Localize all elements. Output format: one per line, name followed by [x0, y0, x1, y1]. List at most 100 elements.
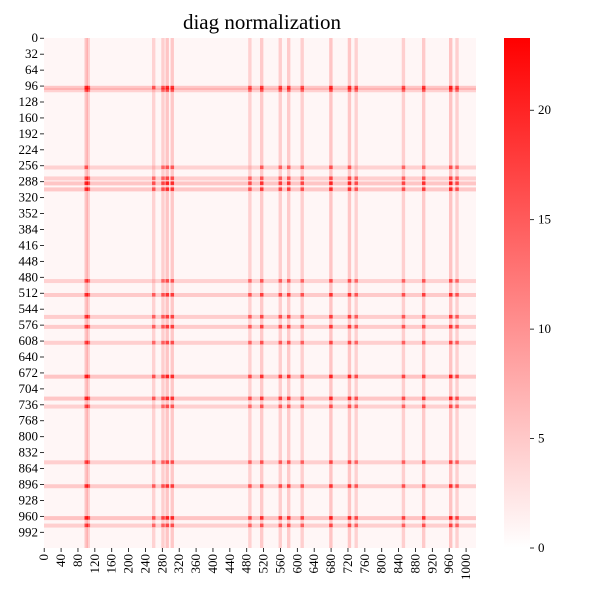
- heatmap-cell-0-5: [170, 85, 175, 90]
- heatmap-cell-11-16: [449, 374, 453, 379]
- heatmap-cell-10-0: [84, 340, 88, 345]
- heatmap-cell-13-16: [449, 404, 453, 409]
- heatmap-cell-3-12: [347, 181, 352, 185]
- heatmap-cell-16-16: [449, 516, 453, 520]
- heatmap-cell-6-14: [401, 279, 406, 283]
- x-tick-label: 640: [306, 554, 321, 574]
- heatmap-cell-10-17: [455, 340, 459, 345]
- x-tick-label: 240: [137, 554, 152, 574]
- heatmap-cell-7-16: [449, 293, 453, 297]
- heatmap-cell-10-8: [278, 340, 283, 345]
- heatmap-cell-10-9: [287, 340, 291, 345]
- heatmap-cell-0-10: [300, 85, 304, 90]
- heatmap-cell-13-1: [86, 404, 91, 409]
- heatmap-cell-3-9: [287, 181, 291, 185]
- heatmap-cell-11-6: [248, 374, 252, 379]
- heatmap-cell-14-17: [455, 460, 459, 464]
- heatmap-cell-0-4: [161, 85, 165, 90]
- x-tick-label: 520: [256, 554, 271, 574]
- heatmap-cell-4-6: [248, 176, 252, 180]
- heatmap-cell-9-5: [170, 324, 175, 329]
- heatmap-cell-7-14: [401, 293, 406, 297]
- heatmap-cell-5-1: [86, 187, 91, 191]
- heatmap-cell-14-10: [300, 460, 304, 464]
- heatmap-cell-5-5: [170, 187, 175, 191]
- y-axis-ticks: 0326496128160192224256288320352384416448…: [19, 30, 44, 539]
- heatmap-cell-10-11: [329, 340, 333, 345]
- heatmap-cell-6-6: [248, 279, 252, 283]
- heatmap-cell-11-9: [287, 374, 291, 379]
- colorbar-tick-label: 0: [538, 540, 545, 555]
- x-tick-label: 200: [121, 554, 136, 574]
- colorbar: [504, 38, 530, 548]
- y-tick-label: 160: [19, 110, 39, 125]
- heatmap-cell-9-16: [449, 324, 453, 329]
- heatmap-cell-0-9: [287, 85, 291, 90]
- heatmap-cell-16-0: [84, 516, 88, 520]
- heatmap-cell-14-2: [152, 460, 156, 464]
- heatmap-cell-8-13: [354, 314, 358, 319]
- y-tick-label: 800: [19, 429, 39, 444]
- y-tick-label: 576: [19, 317, 39, 332]
- y-tick-label: 448: [19, 253, 39, 268]
- heatmap-cell-2-4: [161, 165, 165, 169]
- x-tick-label: 720: [340, 554, 355, 574]
- heatmap-cell-1-3: [165, 88, 169, 92]
- heatmap-cell-6-1: [86, 279, 91, 283]
- heatmap-cell-3-13: [354, 181, 358, 185]
- heatmap-cell-1-4: [161, 88, 165, 92]
- y-tick-label: 32: [25, 46, 38, 61]
- heatmap-cell-4-4: [161, 176, 165, 180]
- heatmap-cell-9-15: [422, 324, 426, 329]
- heatmap-cell-4-14: [401, 176, 406, 180]
- heatmap-plot-area: [44, 38, 476, 548]
- heatmap-cell-15-2: [152, 484, 156, 488]
- heatmap-cell-12-7: [260, 396, 264, 401]
- heatmap-cell-17-14: [401, 523, 406, 528]
- heatmap-cell-8-16: [449, 314, 453, 319]
- heatmap-cell-15-6: [248, 484, 252, 488]
- heatmap-cell-6-17: [455, 279, 459, 283]
- heatmap-cell-3-17: [455, 181, 459, 185]
- heatmap-cell-14-1: [86, 460, 91, 464]
- heatmap-cell-8-10: [300, 314, 304, 319]
- heatmap-cell-1-8: [278, 88, 283, 92]
- heatmap-cell-8-11: [329, 314, 333, 319]
- heatmap-cell-11-17: [455, 374, 459, 379]
- heatmap-cell-5-4: [161, 187, 165, 191]
- y-tick-label: 96: [25, 78, 39, 93]
- heatmap-cell-9-14: [401, 324, 406, 329]
- heatmap-cell-5-15: [422, 187, 426, 191]
- heatmap-cell-0-17: [455, 85, 459, 90]
- y-tick-label: 224: [19, 142, 39, 157]
- heatmap-cell-13-4: [161, 404, 165, 409]
- y-tick-label: 256: [19, 158, 39, 173]
- heatmap-cell-0-13: [354, 85, 358, 90]
- x-tick-label: 360: [188, 554, 203, 574]
- x-tick-label: 880: [407, 554, 422, 574]
- heatmap-cell-10-16: [449, 340, 453, 345]
- x-tick-label: 440: [222, 554, 237, 574]
- heatmap-cell-13-5: [170, 404, 175, 409]
- y-tick-label: 416: [19, 237, 39, 252]
- heatmap-cell-1-0: [84, 88, 88, 92]
- heatmap-cell-17-15: [422, 523, 426, 528]
- heatmap-cell-11-4: [161, 374, 165, 379]
- heatmap-cell-11-10: [300, 374, 304, 379]
- heatmap-cell-14-5: [170, 460, 175, 464]
- heatmap-cell-4-13: [354, 176, 358, 180]
- heatmap-cell-1-11: [329, 88, 333, 92]
- heatmap-cell-1-16: [449, 88, 453, 92]
- y-tick-label: 64: [25, 62, 39, 77]
- heatmap-cell-8-8: [278, 314, 283, 319]
- heatmap-cell-1-6: [248, 88, 252, 92]
- heatmap-cell-8-7: [260, 314, 264, 319]
- heatmap-cell-13-13: [354, 404, 358, 409]
- heatmap-cell-6-0: [84, 279, 88, 283]
- heatmap-cell-11-0: [84, 374, 88, 379]
- heatmap-cell-17-7: [260, 523, 264, 528]
- heatmap-cell-1-13: [354, 88, 358, 92]
- heatmap-cell-4-17: [455, 176, 459, 180]
- heatmap-cell-15-9: [287, 484, 291, 488]
- heatmap-cell-12-14: [401, 396, 406, 401]
